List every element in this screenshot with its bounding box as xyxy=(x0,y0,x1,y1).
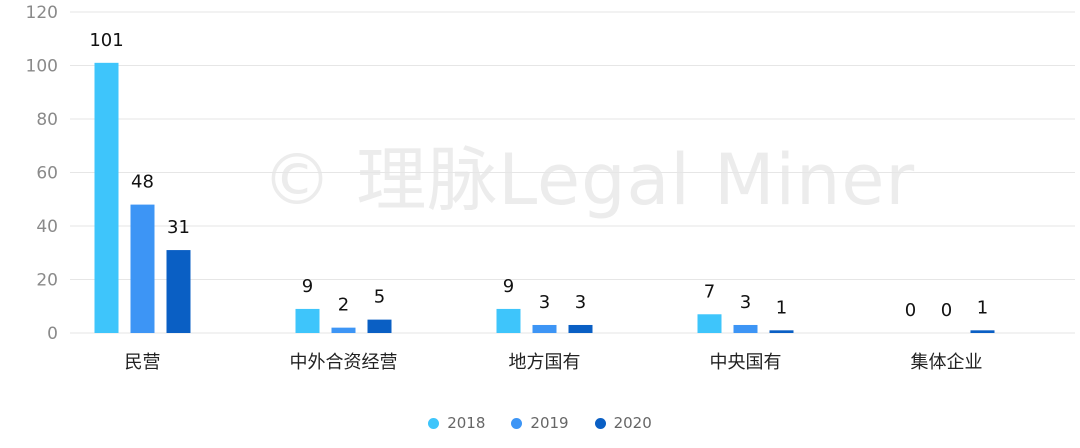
y-tick-label: 60 xyxy=(36,164,58,184)
gridlines xyxy=(70,11,1075,334)
data-label: 31 xyxy=(167,217,190,238)
data-label: 0 xyxy=(905,300,916,321)
bar-2018-0 xyxy=(94,62,119,333)
category-labels: 民营 中外合资经营 地方国有 中央国有 集体企业 xyxy=(125,352,983,373)
data-label: 5 xyxy=(374,287,385,308)
bar-2019-3 xyxy=(733,324,758,333)
legend-item-2019: 2019 xyxy=(511,414,569,432)
y-tick-label: 80 xyxy=(36,110,58,130)
data-label: 9 xyxy=(302,276,313,297)
category-label: 中央国有 xyxy=(710,352,782,373)
y-tick-label: 120 xyxy=(26,3,58,23)
bar-2020-4 xyxy=(970,330,995,333)
legend-item-2018: 2018 xyxy=(428,414,485,432)
data-label: 3 xyxy=(539,292,550,313)
legend-item-2020: 2020 xyxy=(594,414,652,432)
legend-label: 2018 xyxy=(447,414,486,432)
bar-2020-0 xyxy=(166,250,191,333)
data-label: 48 xyxy=(131,172,154,193)
data-label: 7 xyxy=(704,281,715,302)
bars xyxy=(94,62,995,333)
data-label: 3 xyxy=(740,292,751,313)
bar-2018-3 xyxy=(697,314,722,333)
legend-label: 2020 xyxy=(613,414,652,432)
legend-dot-icon xyxy=(594,417,606,429)
category-label: 民营 xyxy=(125,352,161,373)
bar-2020-1 xyxy=(367,319,392,333)
bar-2020-2 xyxy=(568,324,593,333)
y-tick-label: 100 xyxy=(26,57,58,77)
data-label: 1 xyxy=(977,297,988,318)
legend: 2018 2019 2020 xyxy=(0,414,1080,432)
data-label: 1 xyxy=(776,297,787,318)
y-tick-label: 0 xyxy=(47,324,58,344)
legend-label: 2019 xyxy=(530,414,569,432)
data-label: 0 xyxy=(941,300,952,321)
y-axis-ticks: 0 20 40 60 80 100 120 xyxy=(26,3,58,344)
y-tick-label: 20 xyxy=(36,271,58,291)
data-label: 3 xyxy=(575,292,586,313)
category-label: 中外合资经营 xyxy=(290,352,398,373)
bar-2018-1 xyxy=(295,308,320,333)
data-label: 2 xyxy=(338,295,349,316)
data-label: 9 xyxy=(503,276,514,297)
category-label: 地方国有 xyxy=(509,352,581,373)
legend-dot-icon xyxy=(428,417,440,429)
bar-2019-0 xyxy=(130,204,155,333)
legend-dot-icon xyxy=(511,417,523,429)
bar-2019-2 xyxy=(532,324,557,333)
watermark: © 理脉Legal Miner xyxy=(262,139,916,221)
bar-2019-1 xyxy=(331,327,356,333)
category-label: 集体企业 xyxy=(911,352,983,373)
y-tick-label: 40 xyxy=(36,217,58,237)
bar-2018-2 xyxy=(496,308,521,333)
data-label: 101 xyxy=(89,30,123,51)
bar-2020-3 xyxy=(769,330,794,333)
